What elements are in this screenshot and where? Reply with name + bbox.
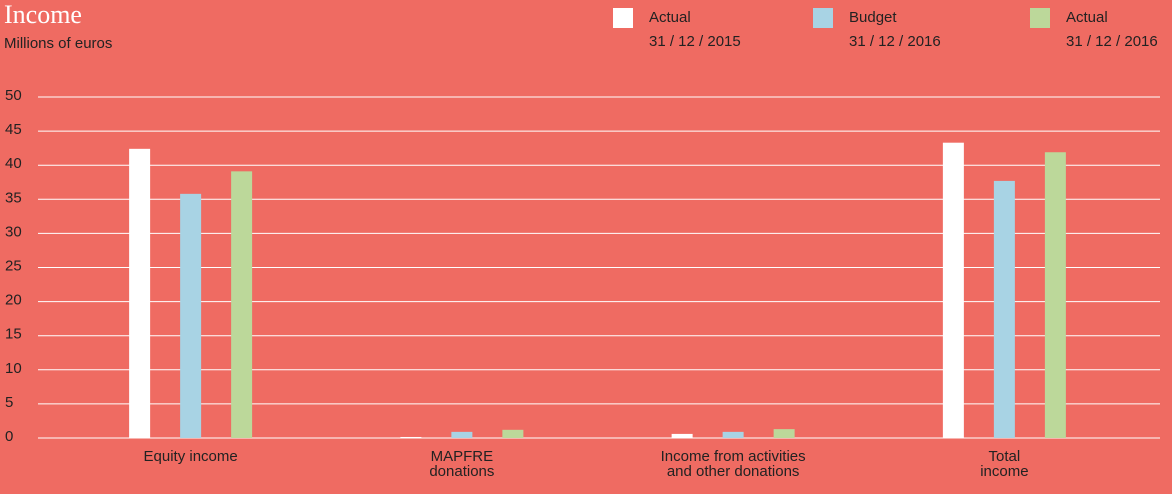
- y-tick-label: 45: [5, 121, 22, 138]
- x-tick-label: Total income: [980, 448, 1029, 480]
- x-tick-label: MAPFRE donations: [429, 448, 495, 480]
- legend-label: Actual 31 / 12 / 2015: [649, 9, 741, 50]
- y-tick-label: 10: [5, 360, 22, 377]
- bar: [231, 171, 253, 438]
- chart-subtitle: Millions of euros: [4, 35, 113, 52]
- bar: [722, 431, 744, 438]
- y-tick-label: 15: [5, 326, 22, 343]
- legend-label: Actual 31 / 12 / 2016: [1066, 9, 1158, 50]
- legend-swatch: [813, 8, 833, 28]
- x-tick-label: Equity income: [143, 448, 238, 465]
- bar: [1044, 152, 1066, 438]
- legend-swatch: [1030, 8, 1050, 28]
- bar: [942, 142, 964, 438]
- bar: [451, 431, 473, 438]
- y-tick-label: 30: [5, 223, 22, 240]
- y-tick-label: 0: [5, 428, 13, 445]
- chart-title: Income: [4, 0, 82, 29]
- y-tick-label: 35: [5, 189, 22, 206]
- bar: [400, 436, 422, 438]
- bar: [180, 193, 202, 438]
- bar: [502, 429, 524, 438]
- y-tick-label: 40: [5, 155, 22, 172]
- y-tick-label: 20: [5, 292, 22, 309]
- bar: [993, 180, 1015, 439]
- legend-swatch: [613, 8, 633, 28]
- bar: [129, 148, 151, 438]
- bar: [671, 433, 693, 438]
- x-tick-label: Income from activities and other donatio…: [660, 448, 806, 480]
- legend-label: Budget 31 / 12 / 2016: [849, 9, 941, 50]
- bar: [773, 429, 795, 438]
- y-tick-label: 50: [5, 87, 22, 104]
- y-tick-label: 25: [5, 257, 22, 274]
- y-tick-label: 5: [5, 394, 13, 411]
